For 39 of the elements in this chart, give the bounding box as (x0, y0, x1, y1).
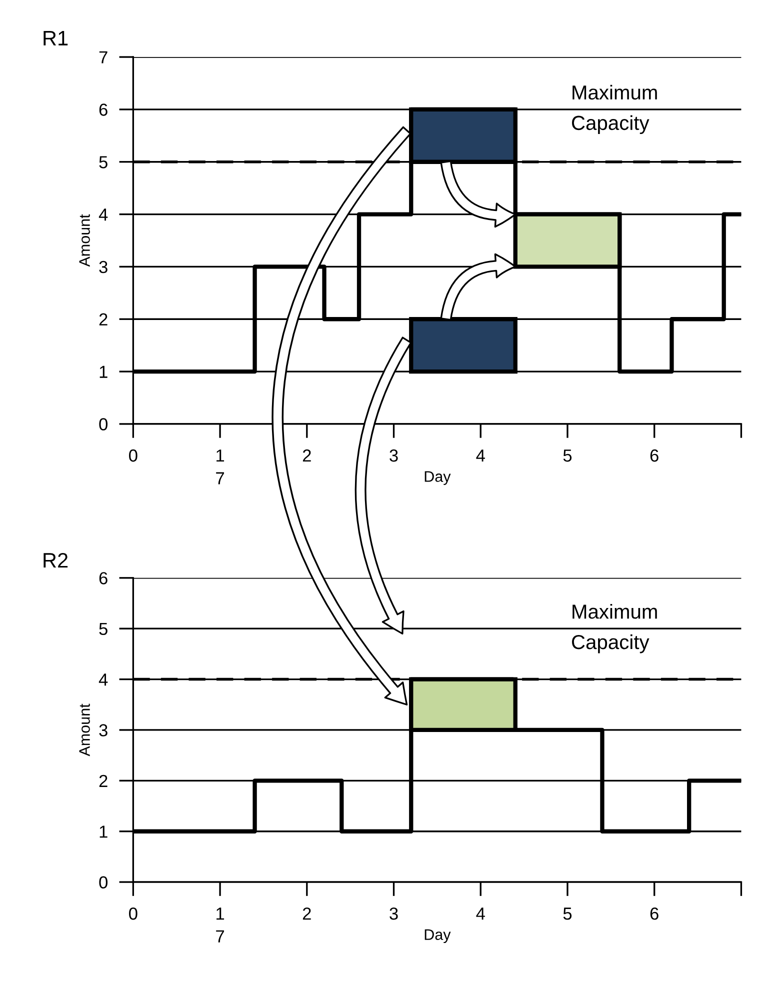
x-tick-label: 2 (302, 449, 311, 462)
y-tick-label: 4 (98, 208, 108, 221)
y-tick-label: 0 (99, 876, 108, 889)
y-tick-label: 7 (99, 51, 108, 64)
y-tick-label: 2 (99, 313, 108, 326)
y-tick-label: 3 (99, 724, 108, 736)
x-tick-label: 6 (650, 908, 658, 920)
y-tick-label: 6 (99, 572, 108, 584)
x-tick-label: 1 (216, 908, 224, 920)
text: 7 (216, 930, 224, 942)
text: 7 (216, 472, 224, 484)
y-tick-label: 3 (99, 260, 108, 274)
y-axis-title: Amount (79, 214, 90, 267)
x-tick-label: 3 (390, 908, 398, 920)
x-tick-label: 4 (476, 908, 485, 920)
y-tick-label: 5 (99, 622, 108, 636)
x-tick-label: 5 (563, 450, 572, 462)
x-tick-label: 0 (129, 908, 138, 920)
x-tick-label: 0 (129, 449, 138, 462)
y-tick-label: 6 (99, 104, 108, 116)
chart-title: R2 (44, 552, 68, 568)
y-axis-title: Amount (79, 704, 90, 756)
x-tick-label: 2 (302, 908, 311, 920)
ref-line-label: Maximum Capacity (572, 604, 657, 654)
x-tick-label: 6 (650, 449, 658, 462)
y-tick-label: 1 (100, 826, 108, 838)
x-tick-label: 5 (563, 908, 572, 920)
x-tick-label: 4 (476, 450, 485, 462)
x-axis-title: Day (424, 929, 451, 944)
chart-title: R1 (44, 31, 68, 46)
x-tick-label: 3 (390, 449, 398, 462)
y-tick-label: 0 (99, 418, 108, 430)
y-tick-label: 2 (99, 774, 108, 787)
y-tick-label: 4 (98, 674, 108, 686)
y-tick-label: 5 (99, 156, 108, 168)
y-tick-label: 1 (100, 366, 108, 378)
x-tick-label: 1 (216, 450, 224, 462)
ref-line-label: Maximum Capacity (572, 84, 657, 134)
x-axis-title: Day (424, 471, 451, 485)
